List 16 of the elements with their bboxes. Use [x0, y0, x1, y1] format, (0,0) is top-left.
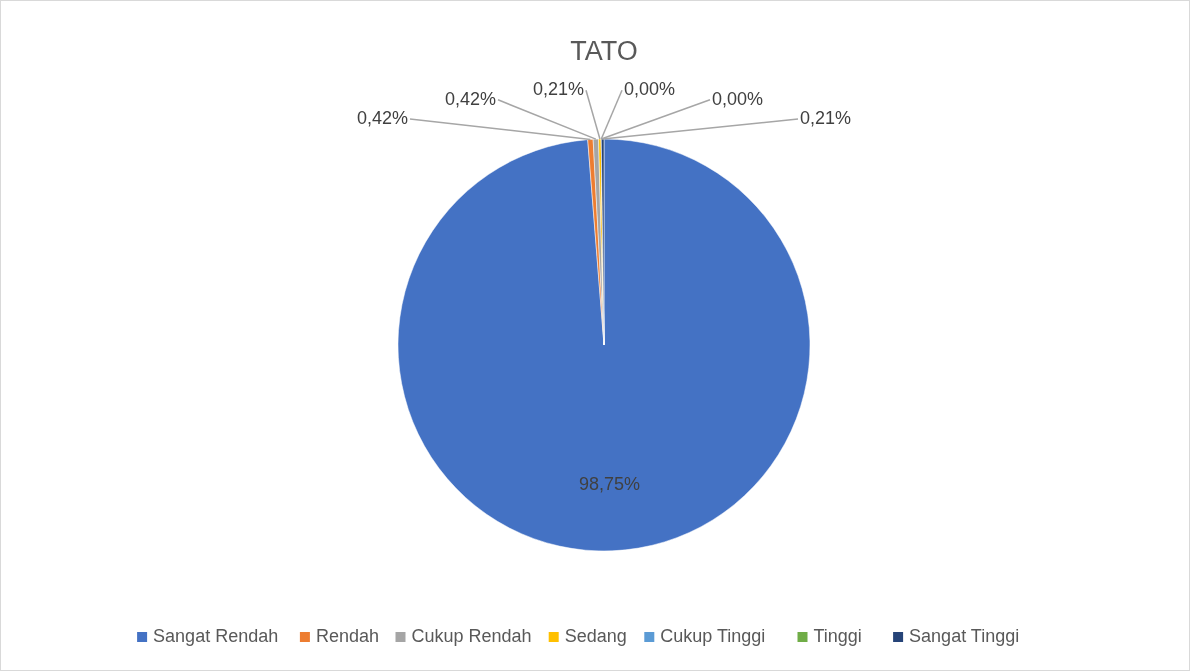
legend-label: Tinggi: [813, 625, 862, 646]
data-label: 0,21%: [800, 107, 852, 128]
data-label: 98,75%: [579, 473, 641, 494]
text: 0,00%: [712, 88, 764, 109]
data-label: 0,42%: [444, 88, 496, 109]
legend-label: Sangat Rendah: [153, 625, 279, 646]
data-label: 0,21%: [532, 78, 584, 99]
legend-label: Sangat Tinggi: [909, 625, 1020, 646]
data-label: 0,42%: [356, 107, 408, 128]
chart-title: TATO: [570, 36, 638, 66]
legend-label: Sedang: [564, 625, 627, 646]
pie-slice: [398, 138, 811, 552]
text: 0,00%: [624, 78, 676, 99]
legend-label: Cukup Rendah: [411, 625, 532, 646]
legend-label: Rendah: [315, 625, 379, 646]
legend-label: Cukup Tinggi: [660, 625, 766, 646]
